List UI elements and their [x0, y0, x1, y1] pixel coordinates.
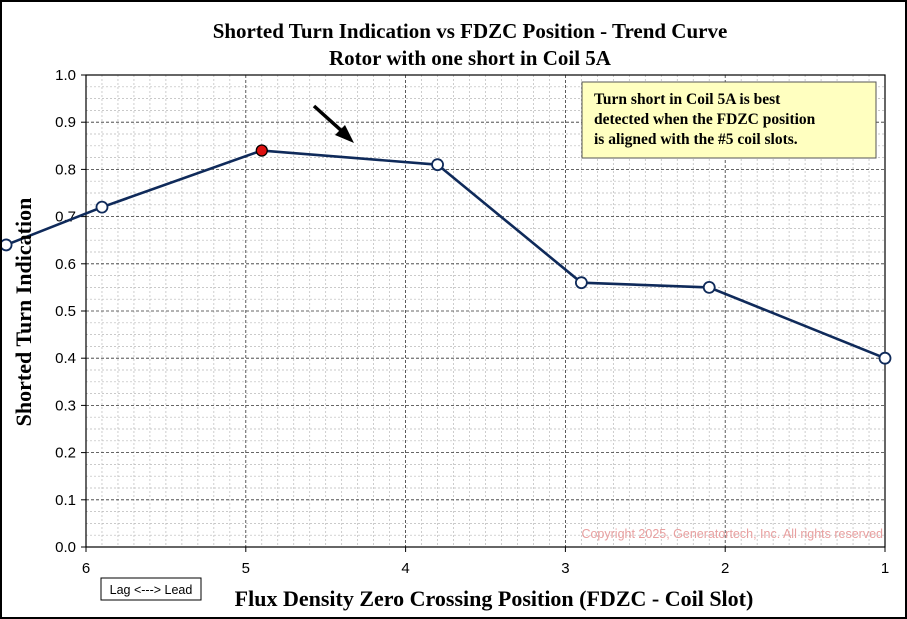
y-tick-label: 0.8: [55, 161, 76, 178]
x-axis-label: Flux Density Zero Crossing Position (FDZ…: [235, 586, 754, 611]
annotation-line-3: is aligned with the #5 coil slots.: [594, 131, 798, 148]
x-tick-label: 5: [242, 560, 250, 577]
y-tick-label: 0.6: [55, 256, 76, 273]
data-point: [574, 276, 588, 290]
y-tick-label: 0.1: [55, 492, 76, 509]
y-tick-label: 0.0: [55, 539, 76, 556]
y-tick-label: 0.9: [55, 114, 76, 131]
annotation-box: Turn short in Coil 5A is best detected w…: [581, 81, 877, 159]
y-tick-label: 0.4: [55, 350, 76, 367]
y-tick-label: 0.7: [55, 209, 76, 226]
data-point: [95, 200, 109, 214]
y-tick-label: 0.3: [55, 397, 76, 414]
data-point: [702, 280, 716, 294]
x-tick-label: 6: [82, 560, 90, 577]
data-point: [431, 158, 444, 172]
x-tick-label: 1: [881, 560, 889, 577]
data-point: [2, 238, 13, 252]
chart-subtitle: Rotor with one short in Coil 5A: [329, 46, 612, 70]
y-tick-label: 0.5: [55, 303, 76, 320]
x-tick-label: 4: [401, 560, 409, 577]
lag-lead-box: Lag <---> Lead: [100, 577, 202, 601]
y-tick-label: 1.0: [55, 67, 76, 84]
y-axis-label: Shorted Turn Indication: [11, 198, 36, 427]
highlighted-data-point: [255, 144, 268, 157]
data-point: [878, 351, 892, 365]
x-tick-label: 3: [561, 560, 569, 577]
pointer-arrow: [312, 104, 354, 143]
copyright-text: Copyright 2025, Generatortech, Inc. All …: [581, 527, 883, 541]
lag-lead-label: Lag <---> Lead: [110, 583, 193, 597]
chart-title: Shorted Turn Indication vs FDZC Position…: [213, 19, 728, 43]
annotation-line-2: detected when the FDZC position: [594, 111, 816, 128]
annotation-line-1: Turn short in Coil 5A is best: [594, 91, 781, 108]
y-tick-label: 0.2: [55, 445, 76, 462]
x-tick-label: 2: [721, 560, 729, 577]
